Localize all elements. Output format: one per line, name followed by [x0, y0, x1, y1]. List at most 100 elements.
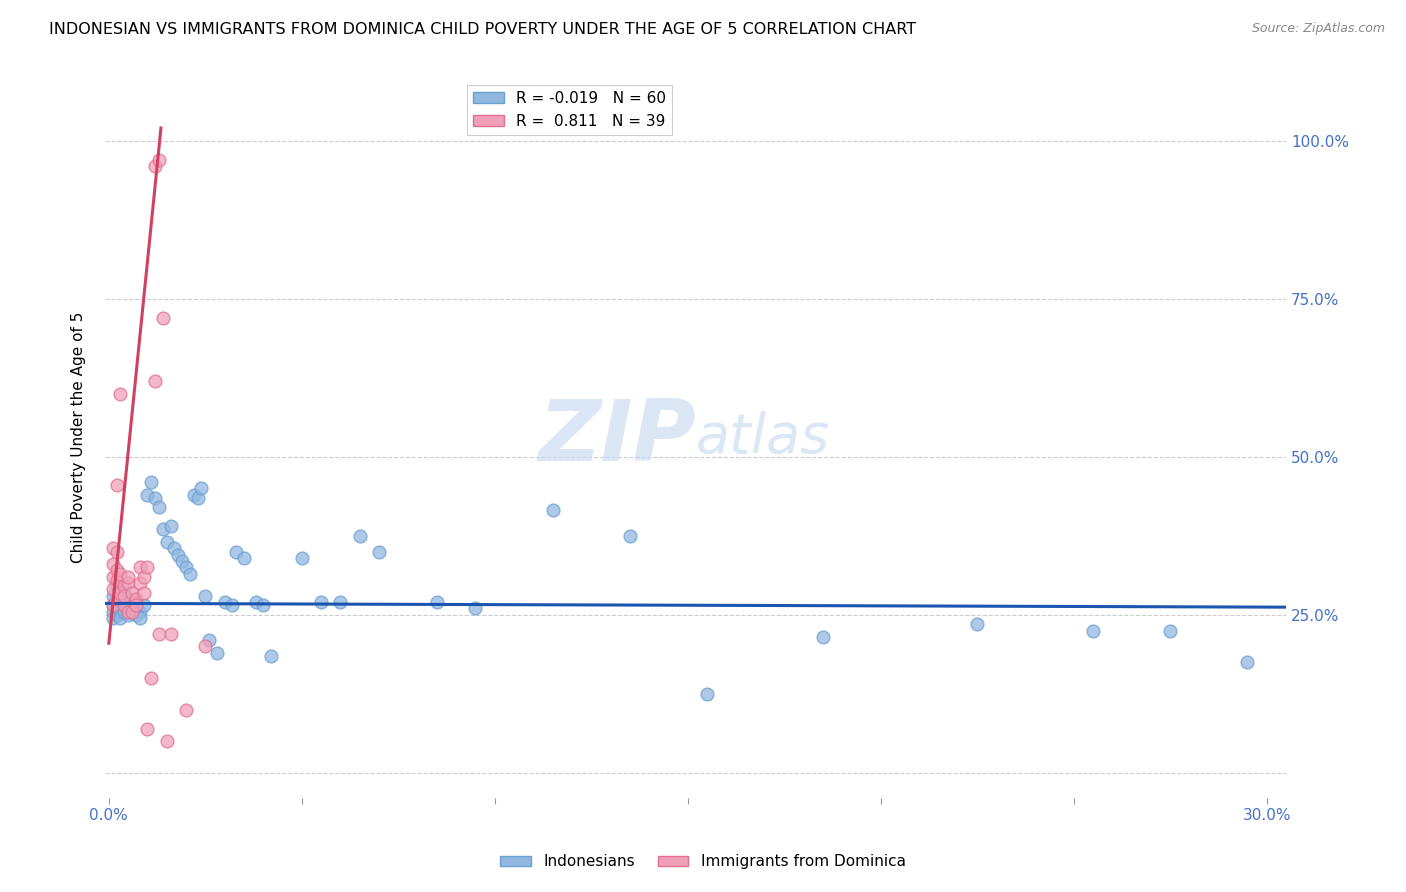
Point: [105, 607, 128, 622]
Point: [190, 481, 212, 495]
Point: [214, 595, 236, 609]
Point: [143, 491, 166, 505]
Point: [112, 599, 135, 613]
Point: [112, 579, 135, 593]
Point: [159, 626, 181, 640]
Point: [117, 591, 139, 606]
Point: [136, 722, 159, 736]
Point: [110, 566, 132, 581]
Point: [112, 585, 135, 599]
Point: [143, 374, 166, 388]
Point: [349, 529, 371, 543]
Point: [101, 541, 124, 556]
Point: [148, 153, 170, 167]
Point: [105, 478, 128, 492]
Point: [252, 599, 274, 613]
Point: [117, 607, 139, 622]
Point: [179, 566, 201, 581]
Point: [125, 591, 148, 606]
Point: [194, 589, 217, 603]
Point: [172, 554, 194, 568]
Point: [105, 544, 128, 558]
Point: [187, 491, 209, 505]
Point: [110, 585, 132, 599]
Point: [125, 595, 148, 609]
Point: [174, 702, 197, 716]
Point: [368, 544, 391, 558]
Point: [148, 626, 170, 640]
Point: [291, 550, 314, 565]
Point: [128, 611, 150, 625]
Point: [966, 617, 988, 632]
Point: [141, 475, 163, 489]
Point: [125, 599, 148, 613]
Point: [225, 544, 247, 558]
Point: [121, 605, 143, 619]
Point: [194, 640, 217, 654]
Point: [152, 310, 174, 325]
Point: [426, 595, 449, 609]
Point: [136, 560, 159, 574]
Point: [541, 503, 564, 517]
Point: [125, 601, 148, 615]
Point: [163, 541, 186, 556]
Point: [101, 557, 124, 571]
Text: INDONESIAN VS IMMIGRANTS FROM DOMINICA CHILD POVERTY UNDER THE AGE OF 5 CORRELAT: INDONESIAN VS IMMIGRANTS FROM DOMINICA C…: [49, 22, 917, 37]
Point: [696, 687, 718, 701]
Point: [105, 601, 128, 615]
Point: [105, 573, 128, 587]
Point: [110, 591, 132, 606]
Point: [101, 570, 124, 584]
Point: [101, 599, 124, 613]
Point: [167, 548, 190, 562]
Point: [811, 630, 834, 644]
Point: [121, 599, 143, 613]
Text: Source: ZipAtlas.com: Source: ZipAtlas.com: [1251, 22, 1385, 36]
Point: [112, 589, 135, 603]
Point: [112, 599, 135, 613]
Point: [128, 560, 150, 574]
Point: [117, 601, 139, 615]
Point: [245, 595, 267, 609]
Point: [101, 599, 124, 613]
Point: [198, 633, 221, 648]
Point: [464, 601, 486, 615]
Point: [309, 595, 332, 609]
Point: [121, 585, 143, 599]
Point: [105, 579, 128, 593]
Point: [156, 734, 179, 748]
Point: [136, 488, 159, 502]
Point: [143, 159, 166, 173]
Legend: Indonesians, Immigrants from Dominica: Indonesians, Immigrants from Dominica: [495, 848, 911, 875]
Point: [121, 605, 143, 619]
Point: [619, 529, 641, 543]
Point: [128, 605, 150, 619]
Point: [132, 570, 155, 584]
Point: [329, 595, 352, 609]
Point: [117, 570, 139, 584]
Legend: R = -0.019   N = 60, R =  0.811   N = 39: R = -0.019 N = 60, R = 0.811 N = 39: [467, 85, 672, 135]
Point: [221, 599, 243, 613]
Point: [159, 519, 181, 533]
Point: [205, 646, 228, 660]
Point: [152, 523, 174, 537]
Point: [101, 605, 124, 619]
Point: [132, 585, 155, 599]
Point: [101, 582, 124, 597]
Point: [174, 560, 197, 574]
Point: [141, 671, 163, 685]
Point: [110, 386, 132, 401]
Y-axis label: Child Poverty Under the Age of 5: Child Poverty Under the Age of 5: [72, 312, 86, 564]
Point: [1159, 624, 1181, 638]
Point: [128, 576, 150, 591]
Point: [125, 607, 148, 622]
Point: [105, 564, 128, 578]
Point: [132, 599, 155, 613]
Point: [101, 589, 124, 603]
Text: atlas: atlas: [696, 411, 830, 464]
Point: [105, 591, 128, 606]
Point: [148, 500, 170, 515]
Point: [260, 648, 283, 663]
Point: [1236, 655, 1258, 669]
Point: [156, 535, 179, 549]
